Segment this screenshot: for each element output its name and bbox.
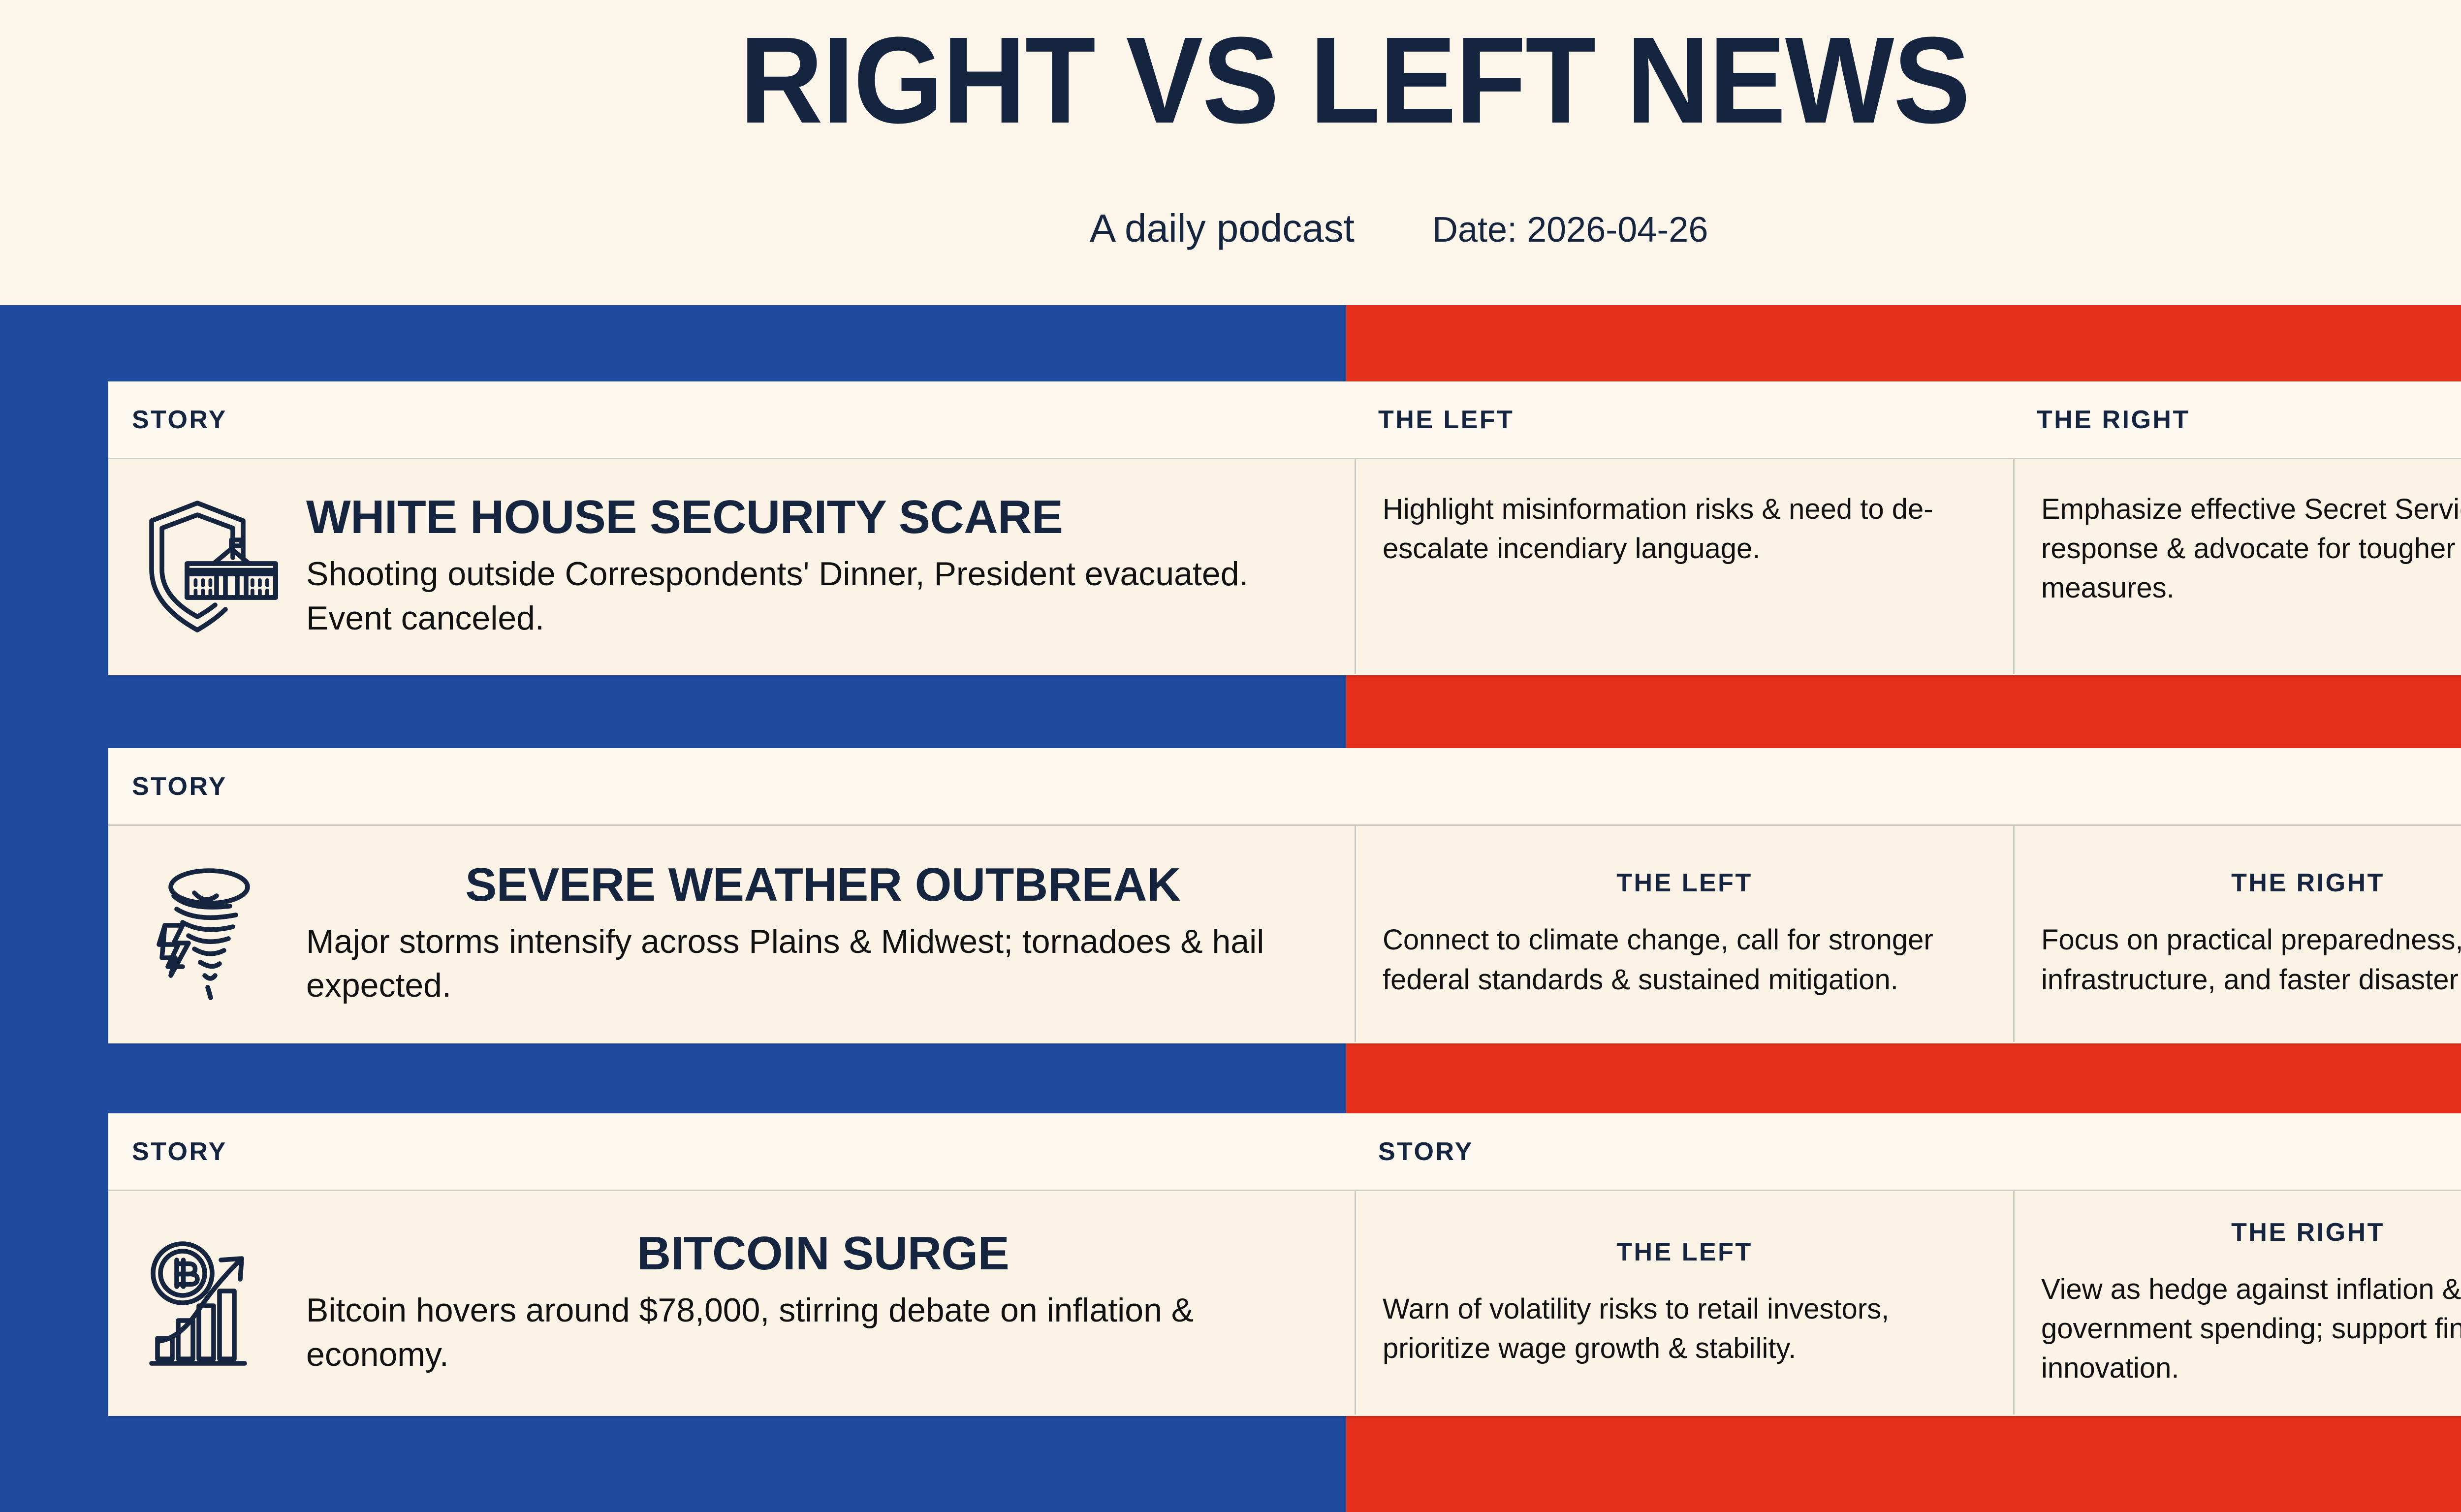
story-card-body: WHITE HOUSE SECURITY SCARE Shooting outs… [108, 459, 2461, 674]
column-header-left: THE LEFT [1378, 405, 1514, 434]
shield-whitehouse-icon [131, 485, 293, 648]
page-subtitle: A daily podcast [1089, 206, 1355, 250]
story-card-body: SEVERE WEATHER OUTBREAK Major storms int… [108, 826, 2461, 1042]
left-stance-text: Warn of volatility risks to retail inves… [1383, 1292, 1890, 1364]
story-description: Shooting outside Correspondents' Dinner,… [306, 555, 1249, 637]
left-stance-cell: THE LEFT Warn of volatility risks to ret… [1355, 1191, 2013, 1415]
right-stance-text: Emphasize effective Secret Service respo… [2041, 493, 2461, 604]
right-stance-cell: THE RIGHT View as hedge against inflatio… [2013, 1191, 2461, 1415]
left-stance-cell: Highlight misinformation risks & need to… [1355, 459, 2013, 674]
story-summary-cell: BITCOIN SURGE Bitcoin hovers around $78,… [108, 1191, 1355, 1415]
story-card[interactable]: STORY THE LEFT THE RIGHT [108, 381, 2461, 675]
left-stance-heading: THE LEFT [1616, 869, 1753, 898]
story-card[interactable]: STORY SEVE [108, 748, 2461, 1043]
episode-date: Date: 2026-04-26 [1432, 210, 1708, 250]
story-text-block: BITCOIN SURGE Bitcoin hovers around $78,… [293, 1228, 1355, 1377]
left-stance-text: Connect to climate change, call for stro… [1383, 924, 1933, 996]
story-title: WHITE HOUSE SECURITY SCARE [306, 491, 1063, 544]
right-stance-cell: Emphasize effective Secret Service respo… [2013, 459, 2461, 674]
column-header-story: STORY [132, 772, 227, 801]
page-header: RIGHT VS LEFT NEWS A daily podcast Date:… [0, 0, 2461, 305]
page-title: RIGHT VS LEFT NEWS [739, 11, 1971, 149]
right-stance-text: View as hedge against inflation & govern… [2041, 1273, 2461, 1385]
story-card[interactable]: STORY STORY [108, 1113, 2461, 1416]
tornado-lightning-icon [131, 853, 293, 1015]
column-header-story: STORY [132, 1137, 227, 1166]
story-summary-cell: WHITE HOUSE SECURITY SCARE Shooting outs… [108, 459, 1355, 674]
story-description: Major storms intensify across Plains & M… [306, 922, 1264, 1005]
right-stance-text: Focus on practical preparedness, resilie… [2041, 924, 2461, 996]
story-card-header: STORY [108, 748, 2461, 826]
story-text-block: WHITE HOUSE SECURITY SCARE Shooting outs… [293, 492, 1355, 640]
right-stance-heading: THE RIGHT [2231, 1218, 2385, 1247]
left-stance-cell: THE LEFT Connect to climate change, call… [1355, 826, 2013, 1042]
column-header-story: STORY [132, 405, 227, 434]
story-summary-cell: SEVERE WEATHER OUTBREAK Major storms int… [108, 826, 1355, 1042]
header-subrow: A daily podcast Date: 2026-04-26 [0, 206, 2461, 251]
story-title: BITCOIN SURGE [636, 1227, 1010, 1280]
story-title: SEVERE WEATHER OUTBREAK [465, 858, 1181, 911]
left-stance-text: Highlight misinformation risks & need to… [1383, 493, 1933, 565]
story-card-body: BITCOIN SURGE Bitcoin hovers around $78,… [108, 1191, 2461, 1415]
column-header-story-secondary: STORY [1378, 1137, 1474, 1166]
story-card-header: STORY THE LEFT THE RIGHT [108, 381, 2461, 459]
column-header-right: THE RIGHT [2037, 405, 2190, 434]
story-text-block: SEVERE WEATHER OUTBREAK Major storms int… [293, 860, 1355, 1008]
right-stance-cell: THE RIGHT Focus on practical preparednes… [2013, 826, 2461, 1042]
story-description: Bitcoin hovers around $78,000, stirring … [306, 1292, 1194, 1373]
bitcoin-growth-chart-icon [131, 1222, 293, 1384]
story-card-header: STORY STORY [108, 1113, 2461, 1191]
right-stance-heading: THE RIGHT [2231, 869, 2385, 898]
left-stance-heading: THE LEFT [1616, 1237, 1753, 1266]
